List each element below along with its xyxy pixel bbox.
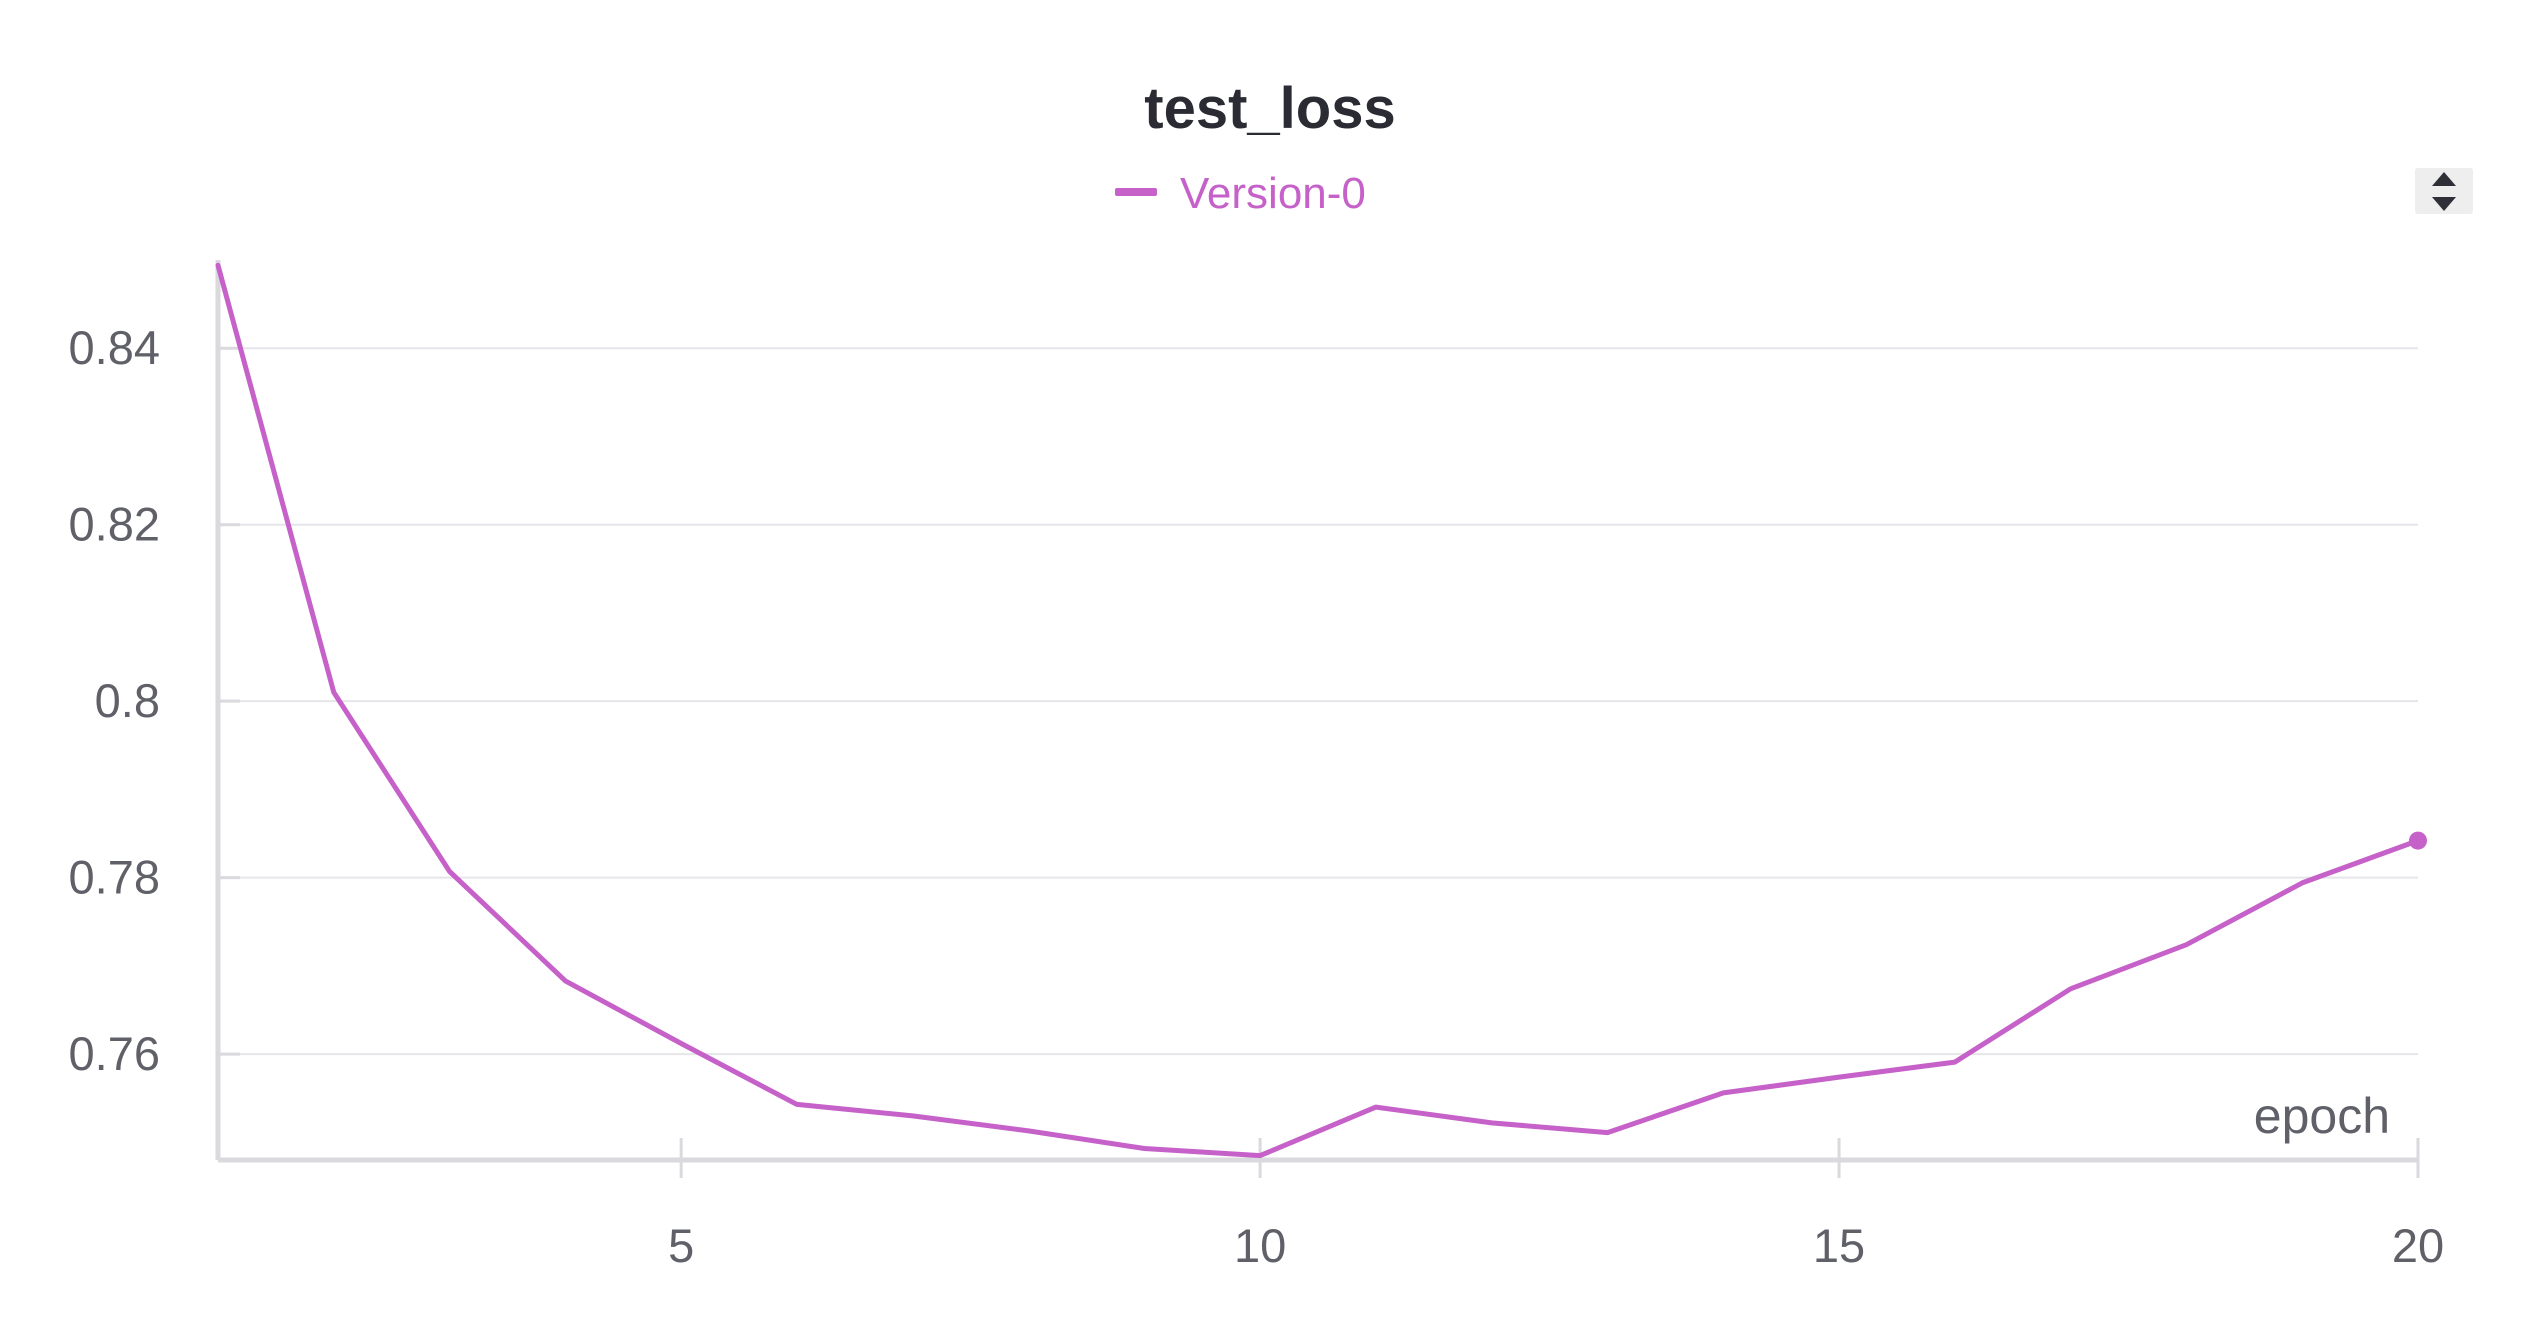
gridlines (218, 347, 2418, 1056)
sort-arrows-icon (2432, 172, 2456, 211)
series-end-point (2409, 831, 2427, 850)
sort-control-background (2415, 168, 2473, 214)
tick-labels: 0.76 0.78 0.8 0.82 0.84 5 10 15 20 (69, 321, 2445, 1272)
y-tick-label: 0.82 (69, 498, 160, 551)
x-tick-label: 15 (1813, 1219, 1865, 1272)
x-axis-label: epoch (2254, 1088, 2390, 1144)
legend-label: Version-0 (1180, 169, 1366, 218)
y-tick-label: 0.78 (69, 851, 160, 904)
chart-title: test_loss (1144, 76, 1395, 141)
y-tick-label: 0.84 (69, 321, 160, 374)
series-line (215, 262, 2421, 1159)
y-tick-label: 0.76 (69, 1027, 160, 1080)
legend-swatch (1115, 188, 1157, 196)
x-tick-label: 10 (1234, 1219, 1286, 1272)
axes (215, 260, 2420, 1178)
y-tick-label: 0.8 (95, 674, 160, 727)
x-tick-label: 20 (2392, 1219, 2444, 1272)
sort-control[interactable] (2415, 168, 2473, 214)
legend[interactable]: Version-0 (1115, 169, 1366, 218)
series (215, 262, 2427, 1159)
x-tick-label: 5 (668, 1219, 694, 1272)
